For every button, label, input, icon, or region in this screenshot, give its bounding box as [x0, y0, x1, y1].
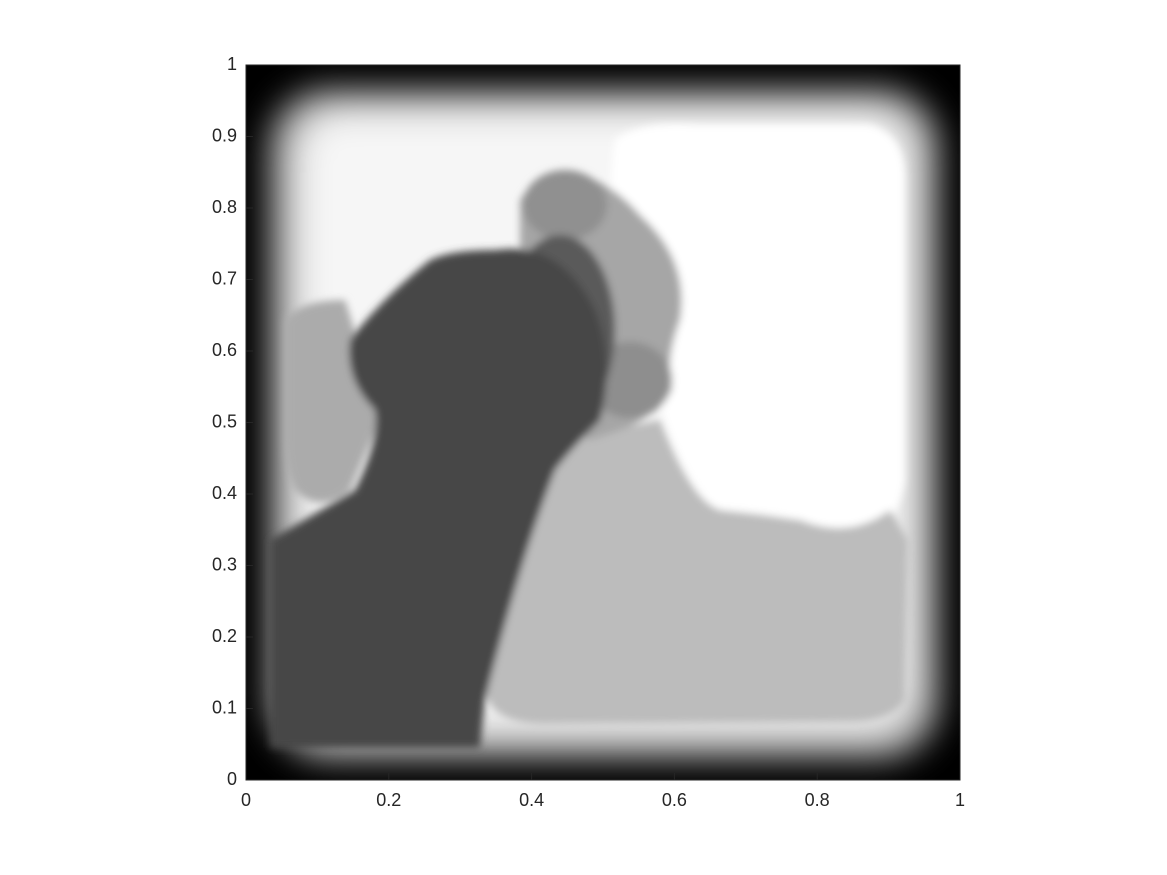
x-tick-label: 0.4 — [519, 790, 544, 810]
y-tick-label: 0.1 — [212, 697, 237, 717]
y-tick-label: 0.3 — [212, 554, 237, 574]
y-tick-label: 0 — [227, 769, 237, 789]
image — [246, 65, 960, 780]
y-tick-label: 0.5 — [212, 411, 237, 431]
image-regions — [270, 124, 908, 748]
x-tick-label: 0 — [241, 790, 251, 810]
x-tick-label: 1 — [955, 790, 965, 810]
y-tick-label: 0.2 — [212, 626, 237, 646]
x-tick-label: 0.2 — [376, 790, 401, 810]
x-tick-label: 0.8 — [805, 790, 830, 810]
y-tick-label: 0.7 — [212, 268, 237, 288]
y-tick-label: 0.6 — [212, 340, 237, 360]
y-tick-label: 0.9 — [212, 125, 237, 145]
y-tick-label: 0.4 — [212, 483, 237, 503]
x-tick-label: 0.6 — [662, 790, 687, 810]
y-tick-label: 1 — [227, 54, 237, 74]
y-tick-label: 0.8 — [212, 197, 237, 217]
